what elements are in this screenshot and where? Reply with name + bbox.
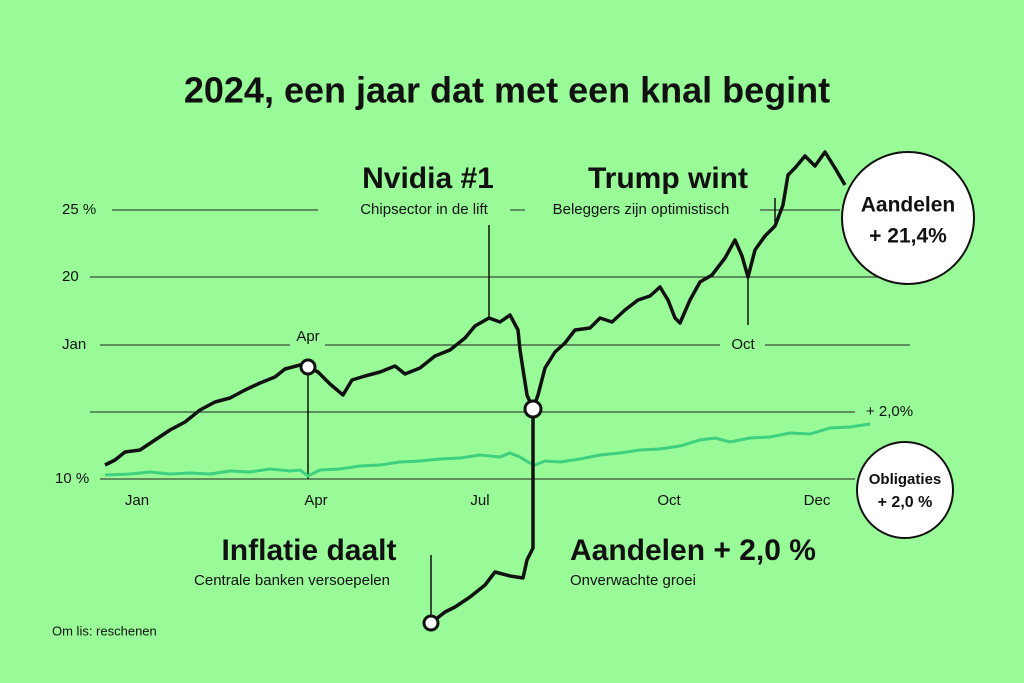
marker-label: Apr <box>296 328 319 345</box>
x-label: Oct <box>657 492 681 509</box>
annotation-subtitle: Onverwachte groei <box>570 572 696 589</box>
annotation-subtitle: Chipsector in de lift <box>360 201 488 218</box>
x-label: Dec <box>804 492 831 509</box>
badge-label: Aandelen <box>861 194 956 217</box>
badge-label: Obligaties <box>869 471 942 488</box>
marker-label: + 2,0% <box>866 403 913 420</box>
y-label: 20 <box>62 268 79 285</box>
x-label: Jul <box>470 492 489 509</box>
annotation-subtitle: Centrale banken versoepelen <box>194 572 390 589</box>
y-label: 25 % <box>62 201 96 218</box>
stock-line <box>104 150 847 467</box>
annotation-subtitle: Beleggers zijn optimistisch <box>553 201 730 218</box>
badge <box>841 151 975 285</box>
stock-drop-line <box>429 409 535 625</box>
marker-label: Oct <box>731 336 755 353</box>
source: Om lis: reschenen <box>52 623 157 638</box>
leaders <box>307 198 776 615</box>
badge <box>856 441 954 539</box>
bond-line <box>104 422 871 478</box>
event-dot <box>422 614 440 632</box>
y-label: Jan <box>62 336 86 353</box>
event-dot <box>299 358 317 376</box>
event-dot <box>523 399 543 419</box>
title: 2024, een jaar dat met een knal begint <box>184 70 830 111</box>
annotation-title: Aandelen + 2,0 % <box>570 534 816 567</box>
x-label: Jan <box>125 492 149 509</box>
y-label: 10 % <box>55 470 89 487</box>
badge-value: + 2,0 % <box>878 494 933 511</box>
annotation-title: Inflatie daalt <box>221 534 396 567</box>
annotation-title: Trump wint <box>588 162 748 195</box>
x-label: Apr <box>304 492 327 509</box>
grid <box>90 209 910 480</box>
badge-value: + 21,4% <box>869 225 947 248</box>
annotation-title: Nvidia #1 <box>362 162 494 195</box>
